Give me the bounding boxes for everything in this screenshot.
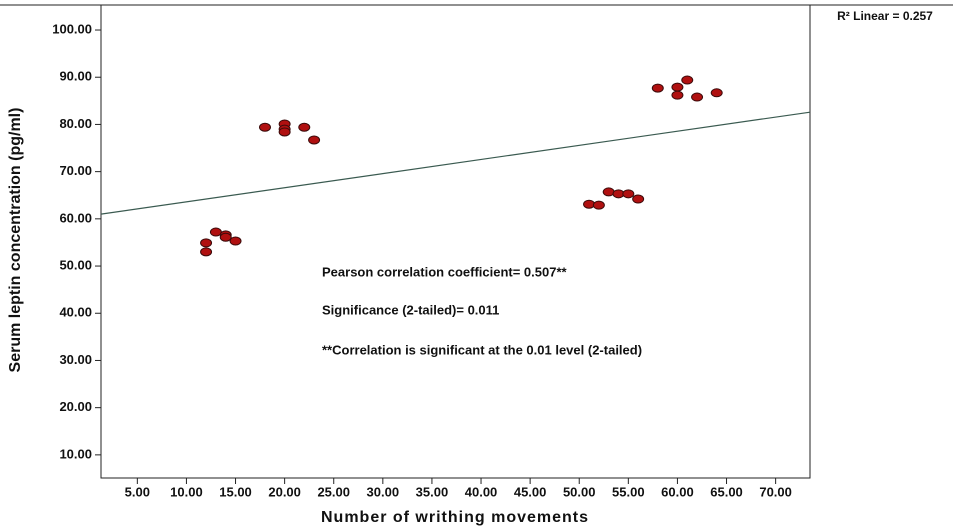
y-axis-label: Serum leptin concentration (pg/ml) xyxy=(7,108,24,373)
point xyxy=(229,236,242,246)
point xyxy=(258,122,271,132)
point xyxy=(592,200,605,210)
point xyxy=(200,247,213,257)
point xyxy=(219,232,232,242)
y-tick-label: 80.00 xyxy=(59,116,92,131)
x-tick-label: 40.00 xyxy=(465,484,498,499)
x-tick-label: 25.00 xyxy=(317,484,350,499)
point xyxy=(632,194,645,204)
x-tick-label: 50.00 xyxy=(563,484,596,499)
y-tick-label: 10.00 xyxy=(59,446,92,461)
y-tick-label: 20.00 xyxy=(59,399,92,414)
x-tick-label: 70.00 xyxy=(759,484,792,499)
y-tick-label: 30.00 xyxy=(59,352,92,367)
y-tick-label: 100.00 xyxy=(52,21,92,36)
x-tick-label: 35.00 xyxy=(416,484,449,499)
x-tick-label: 65.00 xyxy=(710,484,743,499)
fit-line xyxy=(100,111,811,215)
point xyxy=(278,127,291,137)
annotation: Significance (2-tailed)= 0.011 xyxy=(322,302,499,317)
y-tick-label: 90.00 xyxy=(59,69,92,84)
y-tick-label: 70.00 xyxy=(59,163,92,178)
y-tick-label: 40.00 xyxy=(59,305,92,320)
x-axis-label: Number of writhing movements xyxy=(321,509,589,526)
point xyxy=(602,187,615,197)
x-tick-label: 30.00 xyxy=(367,484,400,499)
x-tick-label: 10.00 xyxy=(170,484,203,499)
annotation: Pearson correlation coefficient= 0.507** xyxy=(322,264,568,279)
point xyxy=(710,88,723,98)
point xyxy=(308,135,321,145)
r2-label: R² Linear = 0.257 xyxy=(837,9,933,23)
x-tick-label: 15.00 xyxy=(219,484,252,499)
x-tick-label: 60.00 xyxy=(661,484,694,499)
point xyxy=(671,82,684,92)
annotation: **Correlation is significant at the 0.01… xyxy=(322,342,642,357)
y-tick-label: 60.00 xyxy=(59,210,92,225)
x-tick-label: 20.00 xyxy=(268,484,301,499)
x-tick-label: 5.00 xyxy=(125,484,150,499)
point xyxy=(622,189,635,199)
x-tick-label: 45.00 xyxy=(514,484,547,499)
y-tick-label: 50.00 xyxy=(59,257,92,272)
point xyxy=(200,238,213,248)
point xyxy=(651,83,664,93)
point xyxy=(671,90,684,100)
x-tick-label: 55.00 xyxy=(612,484,645,499)
plot-frame xyxy=(100,4,811,479)
point xyxy=(691,92,704,102)
point xyxy=(681,75,694,85)
point xyxy=(298,122,311,132)
point xyxy=(583,199,596,209)
